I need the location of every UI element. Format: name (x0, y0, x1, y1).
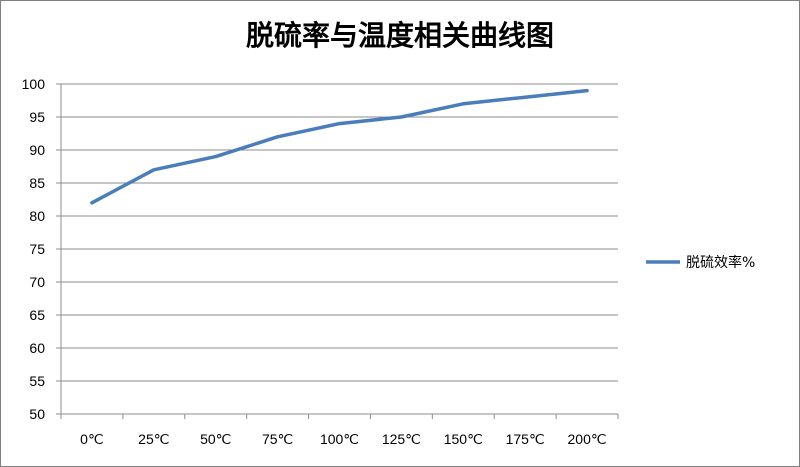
y-tick-label: 50 (29, 406, 45, 422)
x-tick-label: 200℃ (568, 431, 607, 447)
y-tick-labels: 50 55 60 65 70 75 80 85 90 95 100 (22, 76, 46, 422)
data-point (214, 155, 218, 159)
grid-lines (56, 83, 618, 415)
data-point (523, 95, 527, 99)
data-point (585, 89, 589, 93)
x-tick-label: 125℃ (382, 431, 421, 447)
x-tick-label: 0℃ (80, 431, 104, 447)
legend-label: 脱硫效率% (686, 254, 755, 271)
chart-title: 脱硫率与温度相关曲线图 (245, 19, 554, 52)
series-line (90, 88, 589, 205)
data-point (338, 122, 341, 126)
series-group (90, 88, 589, 205)
x-tick-label: 100℃ (320, 431, 359, 447)
x-tick-label: 175℃ (506, 431, 545, 447)
y-tick-label: 60 (29, 340, 45, 356)
x-tick-label: 150℃ (444, 431, 483, 447)
y-tick-label: 55 (29, 373, 45, 389)
x-tick-label: 75℃ (262, 431, 293, 447)
data-point (461, 102, 465, 106)
x-tick-labels: 0℃ 25℃ 50℃ 75℃ 100℃ 125℃ 150℃ 175℃ 200℃ (60, 414, 619, 447)
y-tick-label: 85 (29, 175, 45, 191)
y-tick-label: 80 (29, 208, 45, 224)
data-point (276, 135, 280, 139)
y-tick-label: 100 (22, 76, 46, 92)
x-tick-label: 50℃ (200, 431, 231, 447)
data-point (152, 168, 156, 172)
y-tick-label: 95 (29, 109, 45, 125)
axes (60, 84, 618, 415)
y-tick-label: 65 (29, 307, 45, 323)
y-tick-label: 90 (29, 142, 45, 158)
y-tick-label: 75 (29, 241, 45, 257)
y-tick-label: 70 (29, 274, 45, 290)
x-tick-label: 25℃ (138, 431, 169, 447)
legend: 脱硫效率% (646, 254, 755, 271)
data-point (90, 201, 94, 205)
data-point (399, 115, 403, 119)
